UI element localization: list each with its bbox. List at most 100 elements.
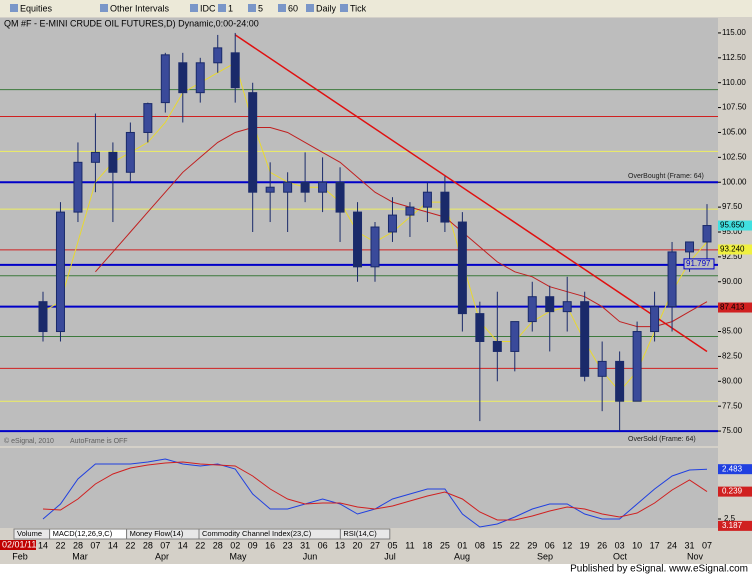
candle-body — [580, 301, 590, 377]
x-tick-label: 09 — [248, 540, 258, 550]
toolbar-label[interactable]: Daily — [316, 3, 337, 13]
x-tick-label: 31 — [300, 540, 310, 550]
toolbar-button[interactable] — [278, 4, 286, 12]
toolbar-label[interactable]: Tick — [350, 3, 367, 13]
y-tick-label: 92.50 — [722, 252, 743, 261]
toolbar-label[interactable]: Equities — [20, 3, 53, 13]
candle-body — [685, 241, 695, 253]
x-tick-label: 20 — [353, 540, 363, 550]
month-label: Apr — [155, 551, 169, 561]
x-tick-label: 15 — [492, 540, 502, 550]
annotation: OverSold (Frame: 64) — [628, 436, 696, 443]
price-label: 93.240 — [720, 245, 745, 254]
candle-body — [457, 221, 467, 315]
x-tick-label: 05 — [387, 540, 397, 550]
y-tick-label: 107.50 — [722, 103, 747, 112]
x-tick-label: 06 — [545, 540, 555, 550]
candle-body — [702, 225, 712, 243]
macd-label-box — [718, 520, 752, 531]
candle-body — [545, 296, 555, 313]
candle-body — [73, 161, 83, 213]
tab-label[interactable]: RSI(14,C) — [343, 529, 377, 538]
toolbar — [0, 0, 752, 17]
candle-body — [108, 151, 118, 173]
candle-body — [632, 331, 642, 402]
toolbar-label[interactable]: IDC — [200, 3, 216, 13]
candle-body — [440, 191, 450, 223]
macd-tick-label: 2.5 — [724, 514, 736, 523]
toolbar-label[interactable]: 1 — [228, 3, 233, 13]
tab-label[interactable]: Commodity Channel Index(23,C) — [202, 529, 312, 538]
toolbar-button[interactable] — [100, 4, 108, 12]
candle-body — [597, 360, 607, 377]
candle-body — [405, 206, 415, 216]
candle-body — [230, 52, 240, 89]
toolbar-button[interactable] — [248, 4, 256, 12]
y-tick-label: 105.00 — [722, 128, 747, 137]
tab-label[interactable]: MACD(12,26,9,C) — [53, 529, 113, 538]
axis-area — [718, 18, 752, 528]
cursor-box — [0, 540, 36, 550]
y-tick-label: 100.00 — [722, 177, 747, 186]
tab-label[interactable]: Money Flow(14) — [130, 529, 184, 538]
candle-body — [283, 181, 293, 193]
price-label-box — [718, 302, 752, 313]
toolbar-button[interactable] — [218, 4, 226, 12]
candle-body — [318, 181, 328, 193]
trendline — [234, 34, 708, 353]
candle-body — [265, 186, 275, 193]
y-tick-label: 82.50 — [722, 352, 743, 361]
x-tick-label: 28 — [213, 540, 223, 550]
macd-panel — [0, 448, 718, 528]
x-tick-label: 13 — [335, 540, 345, 550]
x-tick-label: 03 — [615, 540, 625, 550]
price-label: 95.650 — [720, 221, 745, 230]
cursor-date: 02/01/11 — [2, 539, 36, 549]
candle-body — [422, 191, 432, 208]
y-tick-label: 77.50 — [722, 401, 743, 410]
y-tick-label: 110.00 — [722, 78, 746, 87]
macd-label: 2.483 — [722, 464, 743, 473]
y-tick-label: 97.50 — [722, 202, 743, 211]
x-tick-label: 28 — [143, 540, 153, 550]
candle-body — [300, 181, 310, 193]
x-tick-label: 26 — [597, 540, 607, 550]
candle-body — [90, 151, 100, 163]
toolbar-label[interactable]: 5 — [258, 3, 263, 13]
toolbar-label[interactable]: Other Intervals — [110, 3, 170, 13]
candle-body — [143, 103, 153, 133]
x-tick-label: 07 — [702, 540, 712, 550]
y-tick-label: 115.00 — [722, 28, 746, 37]
toolbar-button[interactable] — [306, 4, 314, 12]
toolbar-button[interactable] — [190, 4, 198, 12]
toolbar-button[interactable] — [340, 4, 348, 12]
x-tick-label: 17 — [650, 540, 660, 550]
x-tick-label: 06 — [318, 540, 328, 550]
candle-body — [527, 296, 537, 323]
tab-label[interactable]: Volume — [17, 529, 42, 538]
candle-body — [667, 251, 677, 308]
month-label: Nov — [687, 551, 704, 561]
x-tick-label: 14 — [178, 540, 188, 550]
price-label-box — [718, 220, 752, 231]
x-tick-label: 07 — [90, 540, 100, 550]
candle-body — [615, 360, 625, 402]
candle-body — [160, 54, 170, 104]
moving-average — [95, 127, 708, 328]
tab[interactable] — [339, 528, 391, 540]
toolbar-button[interactable] — [10, 4, 18, 12]
footer: Published by eSignal. www.eSignal.com — [570, 564, 748, 575]
candle-body — [55, 211, 65, 333]
candle-body — [510, 321, 520, 352]
chart-title: QM #F - E-MINI CRUDE OIL FUTURES,D) Dyna… — [4, 18, 259, 28]
y-tick-label: 102.50 — [722, 152, 747, 161]
candle-body — [195, 62, 205, 94]
y-tick-label: 80.00 — [722, 376, 743, 385]
y-tick-label: 75.00 — [722, 426, 743, 435]
month-label: Aug — [454, 551, 470, 561]
x-tick-label: 19 — [580, 540, 590, 550]
candle-body — [650, 306, 660, 333]
macd-line — [42, 461, 708, 521]
toolbar-label[interactable]: 60 — [288, 3, 298, 13]
candle-body — [387, 214, 397, 233]
